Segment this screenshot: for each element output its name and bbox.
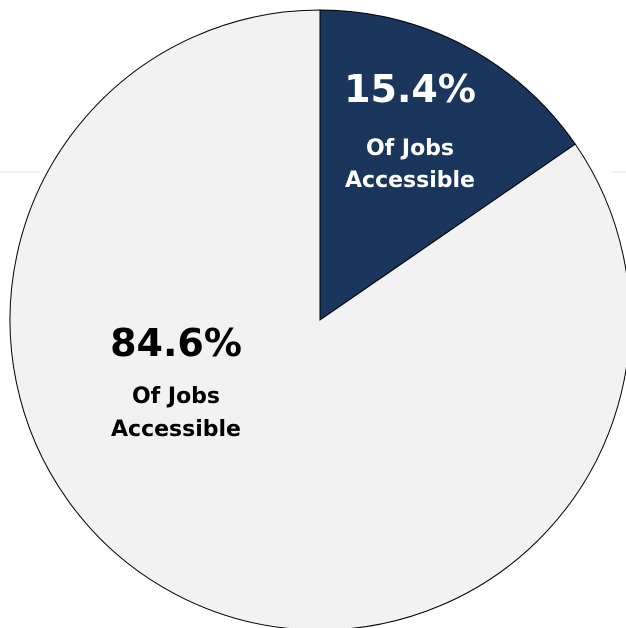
slice-caption-1-line-1: Of Jobs [366, 136, 454, 161]
pie-labels: 15.4% Of Jobs Accessible 84.6% Of Jobs Access… [110, 67, 476, 442]
slice-caption-2-line-1: Of Jobs [132, 384, 220, 409]
pie-slices [9, 9, 626, 628]
slice-value-label-2: 84.6% [110, 321, 242, 365]
slice-caption-2-line-2: Accessible [111, 417, 241, 442]
slice-caption-1-line-2: Accessible [345, 168, 475, 193]
slice-value-label-1: 15.4% [344, 67, 476, 111]
pie-slice-2 [9, 9, 626, 628]
pie-slice-1 [319, 9, 576, 321]
